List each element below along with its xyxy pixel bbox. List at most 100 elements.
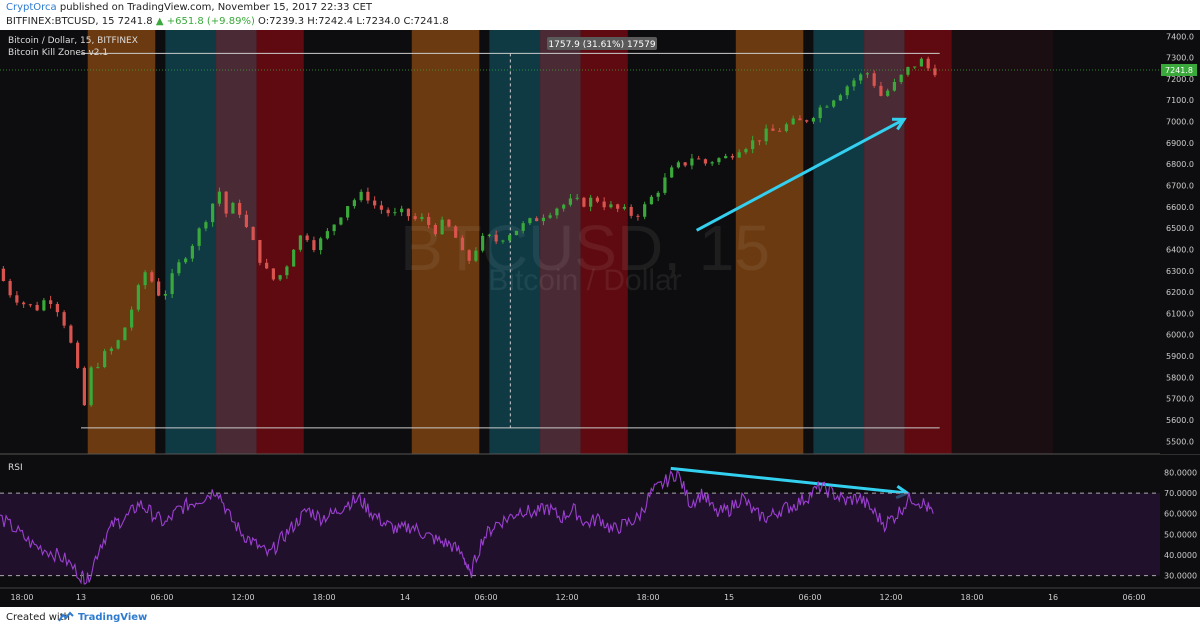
time-axis[interactable]: 18:00 13 06:00 12:00 18:00 14 06:00 12:00 18:00 1…	[0, 587, 1200, 602]
candle-up	[332, 224, 336, 232]
time-tick-label: 15	[724, 593, 734, 602]
range-label: 1757.9 (31.61%) 17579	[547, 37, 657, 50]
brand-name[interactable]: TradingView	[78, 612, 148, 623]
candle-down	[386, 209, 390, 214]
candle-up	[231, 202, 235, 214]
candle-up	[737, 152, 741, 158]
candles	[1, 56, 937, 407]
kill-zone-red	[580, 30, 628, 454]
candle-down	[49, 300, 53, 305]
kill-zones	[87, 30, 1054, 454]
candle-down	[22, 302, 26, 305]
candle-up	[845, 86, 849, 96]
candle-down	[35, 304, 39, 311]
candle-up	[42, 300, 46, 311]
kill-zone-mauve	[864, 30, 905, 454]
candle-up	[474, 250, 478, 261]
candle-down	[244, 214, 248, 228]
candle-up	[892, 82, 897, 91]
kill-zone-red	[904, 30, 952, 454]
candle-down	[258, 240, 262, 263]
chart-legend-title: Bitcoin / Dollar, 15, BITFINEX	[8, 36, 138, 46]
candle-up	[420, 216, 424, 220]
candle-up	[217, 191, 221, 204]
price-tick-label: 6000.0	[1166, 331, 1194, 340]
candle-up	[622, 206, 627, 209]
rsi-legend[interactable]: RSI	[8, 463, 23, 473]
kill-zone-mauve	[540, 30, 581, 454]
candle-up	[589, 197, 593, 207]
author-link[interactable]: CryptOrca	[6, 2, 57, 13]
kill-zone-mauve	[216, 30, 257, 454]
rsi-pane	[0, 469, 1160, 585]
indicator-legend[interactable]: Bitcoin Kill Zones v2.1	[8, 48, 108, 58]
candle-up	[521, 223, 525, 231]
candle-down	[406, 208, 411, 217]
symbol: BITFINEX:BTCUSD, 15	[6, 16, 115, 27]
price-tick-label: 6700.0	[1166, 182, 1194, 191]
candle-up	[163, 294, 167, 296]
ohlc-values: O:7239.3 H:7242.4 L:7234.0 C:7241.8	[258, 16, 449, 27]
candle-down	[595, 197, 600, 202]
time-tick-label: 06:00	[150, 593, 173, 602]
published-text: published on TradingView.com, November 1…	[59, 2, 373, 13]
time-tick-label: 12:00	[556, 593, 579, 602]
price-tick-label: 7300.0	[1166, 54, 1194, 63]
candle-up	[508, 235, 512, 241]
candle-up	[393, 212, 397, 214]
price-axis-bg	[1160, 30, 1200, 454]
price-tick-label: 5800.0	[1166, 373, 1194, 382]
candle-up	[325, 231, 329, 239]
time-tick-label: 06:00	[1123, 593, 1146, 602]
chart-canvas[interactable]: BTCUSD, 15 Bitcoin / Dollar 5500.05600.0…	[0, 30, 1200, 607]
candle-up	[136, 285, 140, 310]
price-tick-label: 7000.0	[1166, 118, 1194, 127]
price-axis[interactable]: 5500.0 5600.0 5700.0 5800.0 5900.0 6000.0 6100…	[1160, 30, 1200, 454]
rsi-band	[0, 493, 1160, 576]
range-label-text: 1757.9 (31.61%) 17579	[548, 40, 655, 50]
kill-zone-teal	[489, 30, 541, 454]
candle-up	[514, 230, 519, 236]
chart-area[interactable]: BTCUSD, 15 Bitcoin / Dollar 5500.0 5600.0…	[0, 30, 1200, 607]
candle-up	[96, 367, 100, 369]
candle-down	[872, 73, 876, 86]
last-price-box	[1161, 63, 1197, 76]
candle-up	[501, 240, 505, 242]
rsi-tick-label: 70.0000	[1164, 489, 1197, 498]
rsi-tick-label: 80.0000	[1164, 468, 1197, 477]
price-tick-label: 6400.0	[1166, 245, 1194, 254]
created-with-text: Created with	[6, 612, 70, 623]
candle-down	[697, 158, 701, 160]
candle-up	[919, 58, 924, 67]
candle-down	[879, 85, 883, 96]
time-tick-label: 18:00	[10, 593, 33, 602]
candle-down	[366, 191, 370, 201]
rsi-axis[interactable]: 30.0000 40.0000 50.0000 60.0000 70.0000 80.00…	[1160, 456, 1200, 588]
candle-up	[717, 158, 721, 163]
rsi-tick-label: 60.0000	[1164, 510, 1197, 519]
candle-up	[791, 118, 795, 125]
candle-up	[123, 327, 127, 341]
last-price: 7241.8	[117, 16, 153, 27]
candle-down	[926, 58, 930, 69]
publish-header: CryptOrca published on TradingView.com, …	[0, 0, 1200, 30]
candle-up	[852, 80, 856, 87]
candle-up	[724, 156, 728, 159]
price-tick-label: 5600.0	[1166, 416, 1194, 425]
candle-up	[555, 208, 559, 216]
candle-down	[771, 128, 775, 131]
candle-up	[278, 275, 282, 280]
candle-up	[859, 74, 863, 81]
candle-up	[109, 348, 113, 352]
candle-down	[271, 268, 275, 280]
time-tick-label: 18:00	[637, 593, 660, 602]
candle-up	[103, 351, 107, 368]
candle-up	[211, 203, 215, 223]
range-measure	[81, 52, 940, 429]
rsi-tick-label: 40.0000	[1164, 551, 1197, 560]
candle-up	[838, 95, 843, 101]
kill-zone-red	[256, 30, 304, 454]
candle-down	[798, 118, 802, 121]
candle-down	[602, 201, 606, 208]
candle-down	[157, 281, 161, 296]
